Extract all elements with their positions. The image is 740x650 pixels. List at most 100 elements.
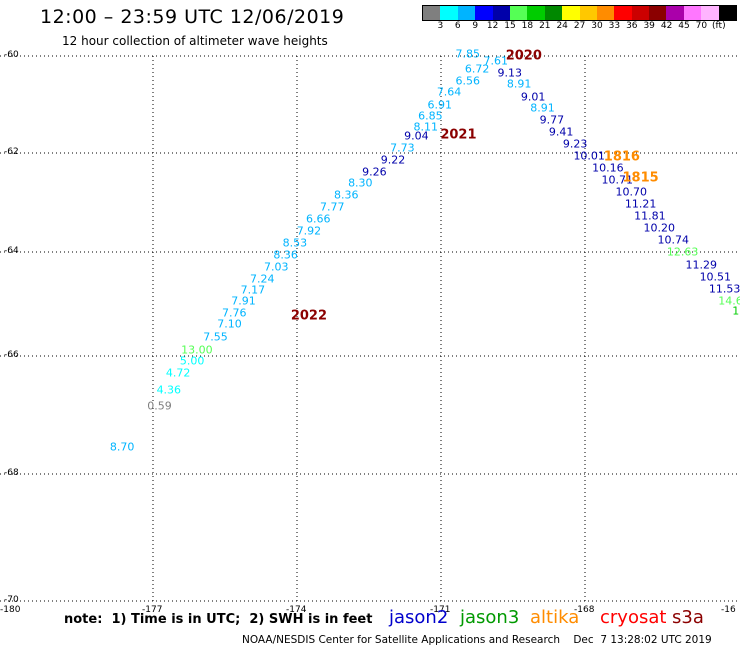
colorbar-swatch xyxy=(666,6,684,20)
colorbar-swatch xyxy=(579,6,597,20)
colorbar-tick: 24 xyxy=(556,21,568,31)
wave-height-colorbar xyxy=(422,5,738,21)
colorbar-tick: 12 xyxy=(486,21,499,31)
wave-height-value: 7.17 xyxy=(240,283,266,297)
wave-height-value: 8.36 xyxy=(273,248,298,262)
colorbar-swatch xyxy=(509,6,528,20)
wave-height-value: 4.36 xyxy=(156,383,182,397)
wave-height-value: 6.91 xyxy=(427,98,452,112)
longitude-label: -168 xyxy=(574,605,595,615)
longitude-label: -174 xyxy=(286,605,307,615)
pass-time-label: 2022 xyxy=(290,308,328,324)
longitude-label: -16 xyxy=(721,605,736,615)
colorbar-tick: 42 xyxy=(660,21,673,31)
pass-time-label: 2021 xyxy=(440,127,477,143)
wave-height-value: 8.91 xyxy=(506,77,532,91)
colorbar-swatch xyxy=(649,6,667,20)
colorbar-swatch xyxy=(544,6,563,20)
wave-height-value: 6.85 xyxy=(418,109,443,123)
wave-height-value: 7.55 xyxy=(203,330,228,344)
wave-height-value: 8.53 xyxy=(282,236,308,250)
wave-height-value: 13.00 xyxy=(181,343,213,357)
colorbar-tick: 15 xyxy=(504,21,516,31)
latitude-label: -64 xyxy=(4,246,19,256)
colorbar-tick: 39 xyxy=(643,21,655,31)
pass-time-label: 1815 xyxy=(622,170,659,186)
wave-height-value: 7.10 xyxy=(217,317,242,331)
wave-height-value: 8.30 xyxy=(348,176,373,190)
wave-height-value: 9.77 xyxy=(539,113,565,127)
wave-height-value: 6.56 xyxy=(455,74,481,88)
wave-height-value: 9.01 xyxy=(520,90,546,104)
wave-height-value: 10.51 xyxy=(699,270,732,284)
wave-height-value: 15.21 xyxy=(732,304,740,318)
latitude-label: -68 xyxy=(4,468,19,478)
wave-height-value: 7.61 xyxy=(483,54,509,68)
colorbar-swatch xyxy=(457,6,476,20)
colorbar-swatch xyxy=(440,6,458,20)
colorbar-tick: 27 xyxy=(573,21,586,31)
wave-height-value: 7.76 xyxy=(221,306,247,320)
wave-height-value: 9.13 xyxy=(497,66,523,80)
satellite-jason3: jason3 xyxy=(460,607,520,628)
wave-height-value: 11.81 xyxy=(634,209,666,223)
latitude-label: -60 xyxy=(4,50,19,60)
colorbar-tick: 21 xyxy=(539,21,551,31)
satellite-jason2: jason2 xyxy=(389,607,449,628)
colorbar-tick: 6 xyxy=(454,21,461,31)
satellite-s3a: s3a xyxy=(672,607,704,628)
wave-height-value: 8.91 xyxy=(530,101,555,115)
wave-height-value: 7.64 xyxy=(436,85,462,99)
colorbar-tick: 30 xyxy=(591,21,603,31)
colorbar-tick: 33 xyxy=(608,21,621,31)
wave-height-value: 12.63 xyxy=(666,245,699,259)
wave-height-value: 9.04 xyxy=(404,129,429,143)
colorbar-swatch xyxy=(596,6,615,20)
map-subtitle: 12 hour collection of altimeter wave hei… xyxy=(62,34,328,48)
colorbar-swatch xyxy=(614,6,632,20)
satellite-cryosat: cryosat xyxy=(600,607,667,628)
wave-height-value: 6.72 xyxy=(464,62,490,76)
wave-height-value: 9.26 xyxy=(362,165,387,179)
wave-height-value: 7.91 xyxy=(231,294,256,308)
latitude-label: -70 xyxy=(4,595,19,605)
wave-height-value: 8.36 xyxy=(334,188,359,202)
wave-height-value: 0.59 xyxy=(147,399,172,413)
colorbar-swatch xyxy=(492,6,510,20)
longitude-label: -171 xyxy=(430,605,451,615)
colorbar-swatch xyxy=(475,6,493,20)
footer-credit: NOAA/NESDIS Center for Satellite Applica… xyxy=(242,634,712,646)
wave-height-value: 6.66 xyxy=(306,212,331,226)
colorbar-tick: 18 xyxy=(521,21,534,31)
colorbar-swatch xyxy=(562,6,580,20)
wave-height-value: 4.72 xyxy=(165,366,191,380)
colorbar-swatch xyxy=(701,6,719,20)
pass-time-label: 2020 xyxy=(505,48,542,64)
wave-height-value: 7.77 xyxy=(320,200,345,214)
wave-height-value: 11.21 xyxy=(624,197,657,211)
colorbar-tick: 9 xyxy=(472,21,479,31)
legend-note: note: 1) Time is in UTC; 2) SWH is in fe… xyxy=(64,612,373,627)
wave-height-value: 7.73 xyxy=(390,141,415,155)
wave-height-value: 8.70 xyxy=(109,440,135,454)
wave-height-value: 11.29 xyxy=(685,258,718,272)
wave-height-value: 9.41 xyxy=(548,125,574,139)
wave-height-value: 10.01 xyxy=(573,149,605,163)
colorbar-swatch xyxy=(527,6,545,20)
colorbar-tick: 3 xyxy=(437,21,444,31)
map-title: 12:00 – 23:59 UTC 12/06/2019 xyxy=(40,6,345,28)
wave-height-value: 7.92 xyxy=(296,224,322,238)
wave-height-value: 10.74 xyxy=(657,233,690,247)
wave-height-value: 10.16 xyxy=(592,161,624,175)
colorbar-swatch xyxy=(423,6,441,20)
colorbar-swatch xyxy=(631,6,650,20)
wave-height-value: 9.23 xyxy=(562,137,588,151)
wave-height-value: 7.85 xyxy=(455,47,481,61)
wave-height-value: 10.71 xyxy=(601,173,633,187)
colorbar-tick: (ft) xyxy=(712,21,726,31)
colorbar-swatch xyxy=(683,6,702,20)
wave-height-value: 7.24 xyxy=(249,272,275,286)
satellite-altika: altika xyxy=(530,607,580,628)
